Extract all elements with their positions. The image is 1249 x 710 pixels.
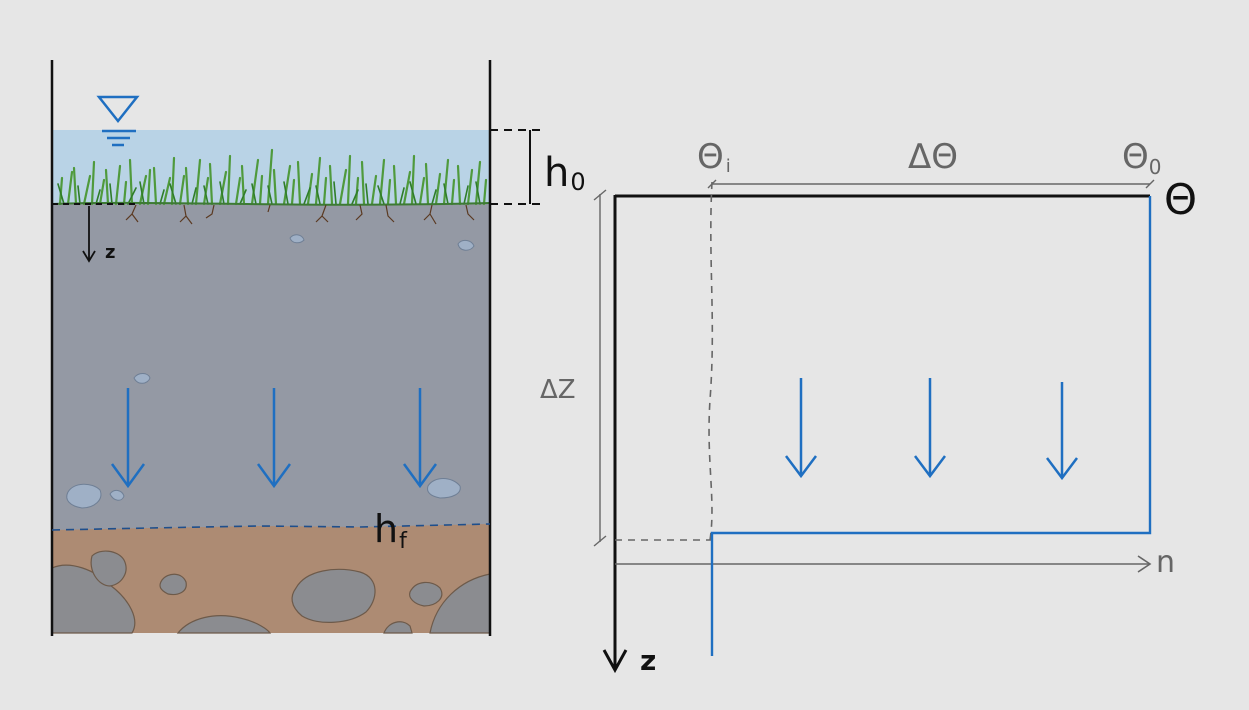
grass-layer-dark xyxy=(57,181,481,205)
pebble xyxy=(133,373,151,384)
pebble xyxy=(457,239,475,251)
depth-axis-label: z xyxy=(105,242,115,263)
root xyxy=(267,204,271,213)
rocks xyxy=(51,550,491,634)
theta-0-label: Θ0 xyxy=(1122,137,1162,179)
grass-blades-dark xyxy=(57,181,481,205)
z-axis-label: z xyxy=(640,644,656,677)
root xyxy=(355,204,363,221)
wetted-soil-zone xyxy=(52,204,490,530)
n-axis-arrowhead xyxy=(1137,555,1152,573)
ground-surface-line xyxy=(51,201,491,206)
depth-axis-arrow xyxy=(82,206,96,263)
delta-theta-label: ΔΘ xyxy=(908,137,958,177)
h0-label: h0 xyxy=(544,150,586,196)
down-arrow-icon xyxy=(1046,382,1078,481)
roots xyxy=(125,204,475,225)
rock xyxy=(90,550,127,587)
pebbles xyxy=(66,234,475,509)
down-arrow-icon xyxy=(914,378,946,479)
delta-z-label: ΔZ xyxy=(540,375,576,405)
down-arrow-icon xyxy=(110,388,146,489)
z-axis-arrowhead xyxy=(602,649,628,674)
rock xyxy=(159,573,187,596)
initial-moisture-line xyxy=(708,181,714,541)
moisture-profile xyxy=(710,196,1152,656)
root xyxy=(179,204,193,225)
water-level-triangle xyxy=(96,95,140,124)
down-arrow-icon xyxy=(256,388,292,489)
root xyxy=(465,204,475,221)
h0-dimension xyxy=(52,129,540,205)
rock xyxy=(409,581,443,607)
root xyxy=(315,204,329,223)
root xyxy=(125,204,139,223)
pebble xyxy=(66,483,102,509)
infiltration-arrows-left xyxy=(110,388,438,489)
dry-soil-zone xyxy=(52,524,490,633)
root xyxy=(205,204,215,219)
rock xyxy=(291,568,376,623)
grass-layer xyxy=(58,148,488,206)
grass-blades xyxy=(58,148,488,206)
down-arrow-icon xyxy=(785,378,817,479)
root xyxy=(385,204,395,223)
pebble xyxy=(289,234,305,244)
n-axis-label: n xyxy=(1156,545,1175,580)
root xyxy=(423,204,437,225)
hf-label: hf xyxy=(374,507,408,554)
infiltration-arrows-right xyxy=(785,378,1078,481)
pebble xyxy=(109,489,125,501)
soil-column-panel: h0 z hf xyxy=(50,60,586,636)
down-arrow-icon xyxy=(402,388,438,489)
water-level-icon xyxy=(96,95,140,147)
rock xyxy=(383,621,413,634)
delta-theta-dimension xyxy=(707,179,1155,189)
theta-axis-label: Θ xyxy=(1164,175,1197,224)
pebble xyxy=(427,478,461,499)
wetting-front-line xyxy=(51,523,491,531)
delta-z-dimension xyxy=(593,189,607,547)
rock xyxy=(176,615,272,634)
